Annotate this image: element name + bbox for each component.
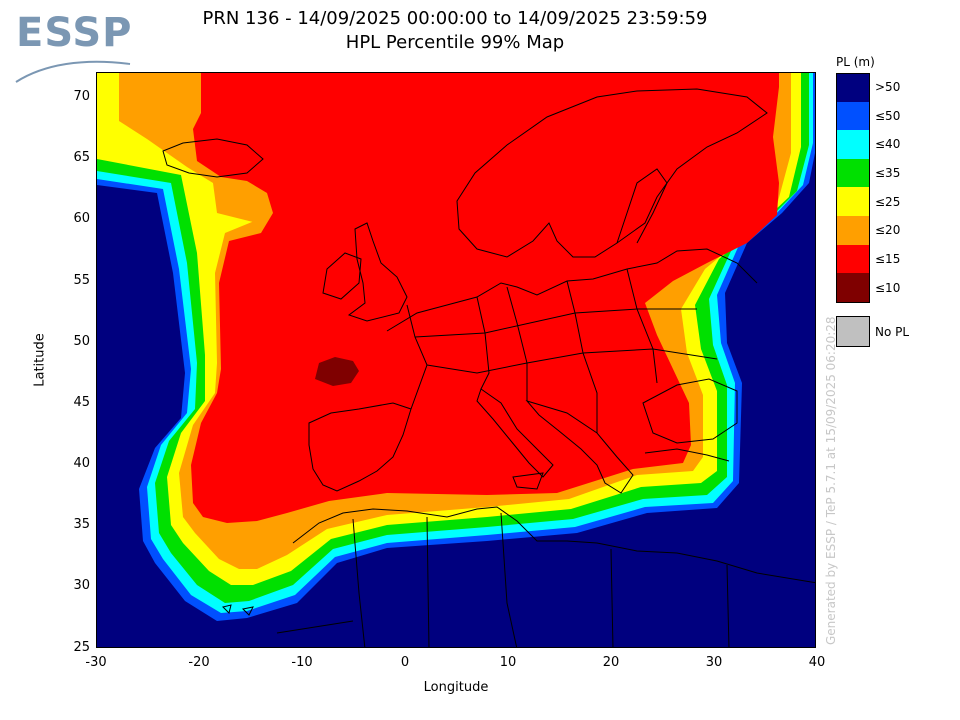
legend-label: ≤50 (875, 109, 901, 123)
legend-swatch-le40 (836, 130, 870, 159)
xtick-label: -10 (291, 655, 313, 670)
legend-swatch-le50 (836, 102, 870, 131)
hpl-map-svg (97, 73, 815, 647)
legend-swatch-le15 (836, 245, 870, 274)
ytick-label: 25 (73, 640, 90, 655)
y-axis-title: Latitude (32, 333, 48, 387)
logo-swoosh-icon (15, 60, 131, 83)
ytick-label: 50 (73, 334, 90, 349)
legend-swatch-gt50 (836, 73, 870, 102)
legend-swatch-le10 (836, 273, 870, 302)
ytick-label: 70 (73, 89, 90, 104)
legend-label: ≤15 (875, 252, 901, 266)
coastlines (162, 88, 815, 647)
xtick-label: 10 (499, 655, 517, 670)
generated-by-note: Generated by ESSP / TeP 5.7.1 at 15/09/2… (824, 316, 838, 645)
logo-text: ESSP (16, 10, 133, 56)
legend-swatch-le25 (836, 187, 870, 216)
essp-logo: ESSP (14, 10, 133, 83)
legend-label: ≤35 (875, 166, 901, 180)
region-le15 (191, 73, 779, 523)
ytick-label: 45 (73, 395, 90, 410)
xtick-label: -30 (85, 655, 107, 670)
legend-label-no-pl: No PL (875, 325, 910, 339)
legend-swatch-no-pl (836, 316, 870, 347)
xtick-label: -20 (188, 655, 210, 670)
ytick-label: 35 (73, 517, 90, 532)
map-title-line2: HPL Percentile 99% Map (345, 32, 565, 53)
xtick-label: 30 (705, 655, 723, 670)
ytick-label: 30 (73, 578, 90, 593)
legend-label: ≤40 (875, 137, 901, 151)
map-title-line1: PRN 136 - 14/09/2025 00:00:00 to 14/09/2… (202, 8, 708, 29)
legend-label: ≤10 (875, 281, 901, 295)
ytick-label: 60 (73, 211, 90, 226)
legend-label: >50 (875, 80, 901, 94)
legend-swatch-le35 (836, 159, 870, 188)
legend-label: ≤25 (875, 195, 901, 209)
xtick-label: 0 (400, 655, 410, 670)
hpl-map (96, 72, 816, 648)
xtick-label: 20 (602, 655, 620, 670)
legend-swatch-le20 (836, 216, 870, 245)
legend-label: ≤20 (875, 223, 901, 237)
ytick-label: 65 (73, 150, 90, 165)
x-axis-title: Longitude (423, 680, 489, 695)
ytick-label: 40 (73, 456, 90, 471)
legend-title: PL (m) (836, 55, 875, 69)
region-le10 (315, 357, 359, 386)
ytick-label: 55 (73, 273, 90, 288)
xtick-label: 40 (808, 655, 826, 670)
